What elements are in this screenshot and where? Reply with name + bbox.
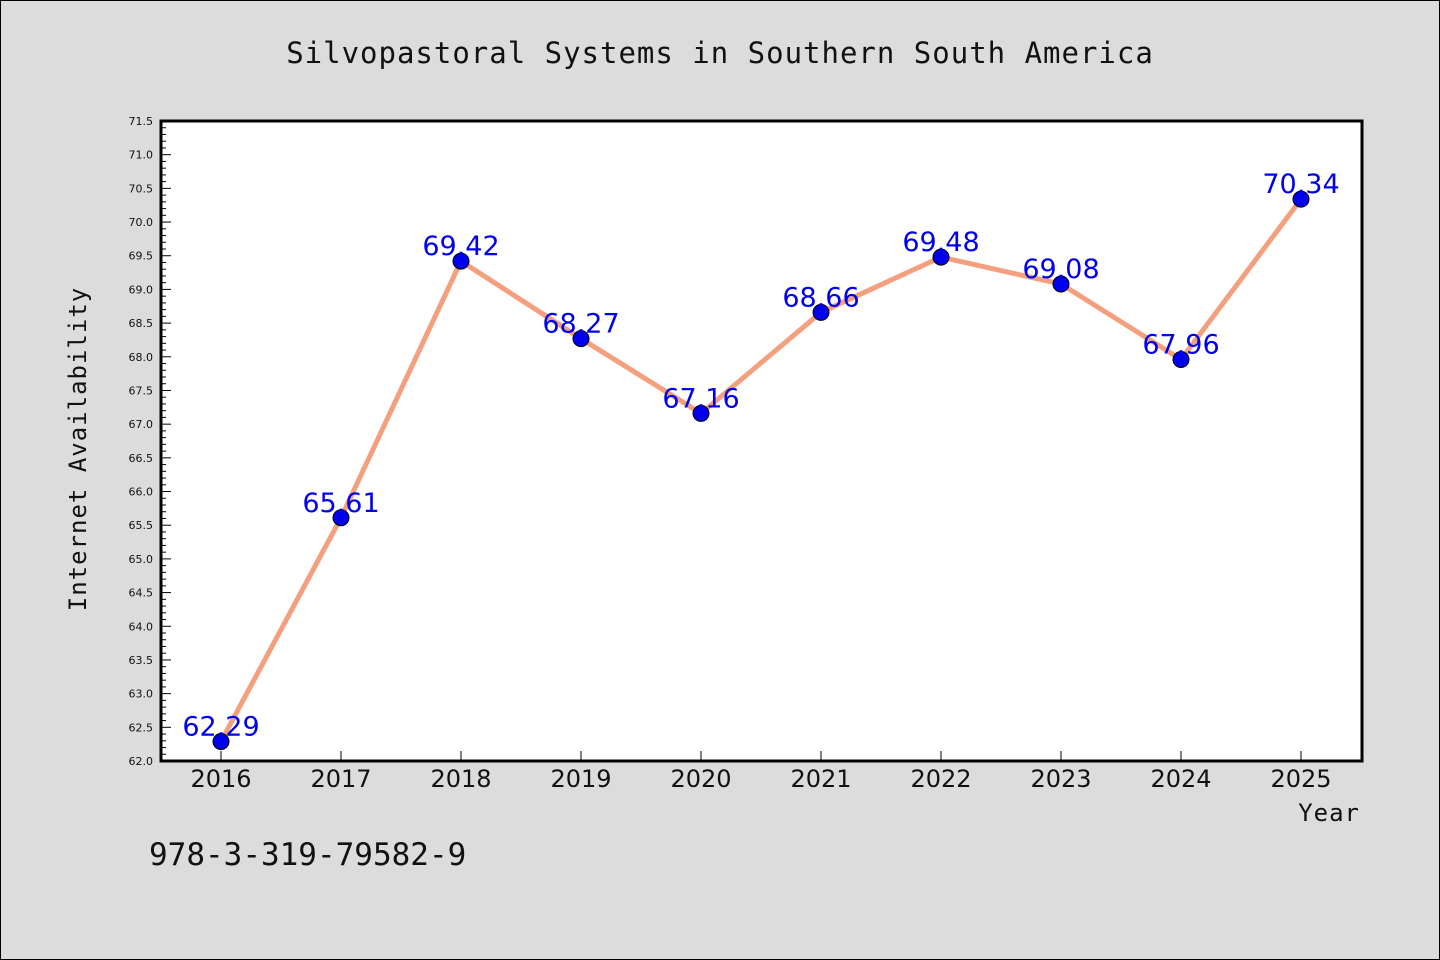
- x-tick-label: 2018: [430, 765, 491, 793]
- y-tick-label: 64.5: [129, 587, 154, 600]
- data-label: 68.66: [782, 282, 859, 313]
- y-tick-label: 71.0: [129, 149, 154, 162]
- data-point: [1052, 275, 1070, 293]
- data-label: 69.42: [422, 231, 499, 262]
- data-label: 69.48: [902, 227, 979, 258]
- y-tick-label: 65.5: [129, 519, 154, 532]
- isbn-footer: 978-3-319-79582-9: [149, 837, 466, 873]
- x-tick-label: 2023: [1030, 765, 1091, 793]
- y-tick-label: 70.0: [129, 216, 154, 229]
- data-label: 69.08: [1022, 254, 1099, 285]
- data-point: [332, 509, 350, 527]
- x-axis-title: Year: [1298, 799, 1360, 827]
- y-tick-label: 67.5: [129, 384, 154, 397]
- data-label: 62.29: [182, 711, 259, 742]
- y-tick-label: 67.0: [129, 418, 154, 431]
- x-tick-label: 2021: [790, 765, 851, 793]
- x-tick-label: 2020: [670, 765, 731, 793]
- data-point: [1172, 350, 1190, 368]
- data-label: 67.96: [1142, 329, 1219, 360]
- x-tick-label: 2016: [190, 765, 251, 793]
- data-point: [452, 252, 470, 270]
- data-label: 68.27: [542, 309, 619, 340]
- data-point: [1292, 190, 1310, 208]
- y-tick-label: 68.5: [129, 317, 154, 330]
- y-tick-label: 65.0: [129, 553, 154, 566]
- y-tick-label: 64.0: [129, 620, 154, 633]
- y-axis-title: Internet Availability: [64, 287, 92, 611]
- x-axis: 2016 2017 2018 2019 2020 2021 2022 2023 2024 2025: [190, 751, 1332, 793]
- y-tick-label: 62.0: [129, 755, 154, 768]
- y-tick-label: 63.0: [129, 688, 154, 701]
- data-label: 70.34: [1262, 169, 1339, 200]
- data-point: [692, 404, 710, 422]
- y-tick-label: 63.5: [129, 654, 154, 667]
- series-line: [218, 197, 1304, 743]
- series-layer: [212, 190, 1310, 750]
- y-tick-label: 69.0: [129, 283, 154, 296]
- plot-area: [159, 119, 1364, 763]
- data-point: [812, 303, 830, 321]
- y-tick-label: 69.5: [129, 250, 154, 263]
- y-axis: 62.0 62.5 63.0 63.5 64.0 64.5 65.0 65.5 66.0 66.5…: [129, 115, 171, 768]
- y-tick-label: 62.5: [129, 721, 154, 734]
- y-tick-label: 71.5: [129, 115, 154, 128]
- data-label: 65.61: [302, 488, 379, 519]
- chart-title: Silvopastoral Systems in Southern South …: [286, 36, 1154, 70]
- y-tick-label: 68.0: [129, 351, 154, 364]
- x-tick-label: 2024: [1150, 765, 1211, 793]
- x-tick-label: 2022: [910, 765, 971, 793]
- x-tick-label: 2019: [550, 765, 611, 793]
- x-tick-label: 2025: [1270, 765, 1331, 793]
- x-tick-label: 2017: [310, 765, 371, 793]
- data-point: [572, 330, 590, 348]
- data-label-layer: 62.29 65.61 69.42 68.27 67.16 68.66 69.48 69.08…: [182, 169, 1339, 742]
- y-tick-label: 70.5: [129, 182, 154, 195]
- data-label: 67.16: [662, 383, 739, 414]
- y-tick-label: 66.5: [129, 452, 154, 465]
- data-point: [212, 732, 230, 750]
- y-tick-label: 66.0: [129, 486, 154, 499]
- data-point: [932, 248, 950, 266]
